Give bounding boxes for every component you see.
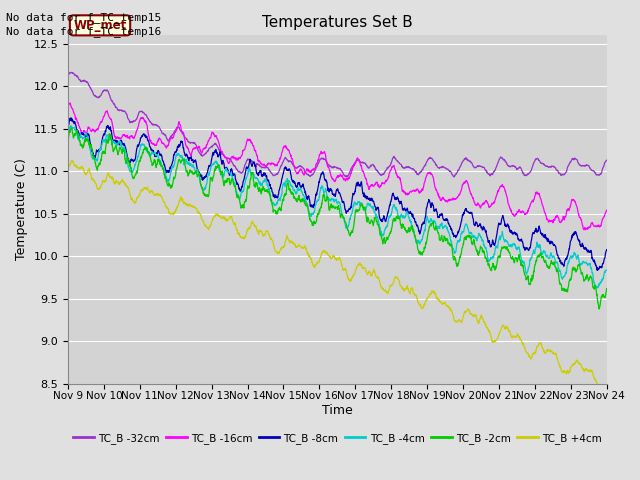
Text: No data for f_TC_temp16: No data for f_TC_temp16 <box>6 26 162 37</box>
X-axis label: Time: Time <box>322 404 353 417</box>
Legend: TC_B -32cm, TC_B -16cm, TC_B -8cm, TC_B -4cm, TC_B -2cm, TC_B +4cm: TC_B -32cm, TC_B -16cm, TC_B -8cm, TC_B … <box>69 429 606 448</box>
Title: Temperatures Set B: Temperatures Set B <box>262 15 413 30</box>
Text: No data for f_TC_temp15: No data for f_TC_temp15 <box>6 12 162 23</box>
Text: WP_met: WP_met <box>74 19 127 32</box>
Y-axis label: Temperature (C): Temperature (C) <box>15 158 28 260</box>
